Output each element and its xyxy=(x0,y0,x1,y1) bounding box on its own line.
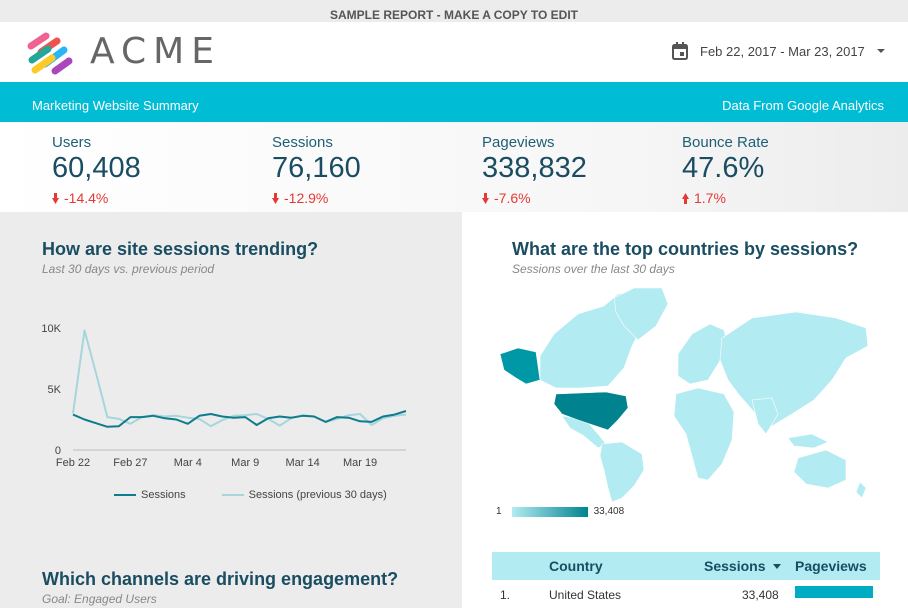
countries-table: Country Sessions Pageviews 1. United Sta… xyxy=(492,552,880,608)
row-sessions: 33,408 xyxy=(742,588,779,602)
header-pageviews[interactable]: Pageviews xyxy=(795,558,867,574)
kpi-change-value: 1.7% xyxy=(694,190,726,206)
y-tick-label: 10K xyxy=(41,323,61,335)
header-country[interactable]: Country xyxy=(549,558,603,574)
legend-swatch-sessions xyxy=(114,494,136,496)
x-tick-label: Mar 19 xyxy=(343,457,377,469)
kpi-label: Sessions xyxy=(272,134,333,151)
arrow-down-icon xyxy=(482,192,489,204)
date-range-text: Feb 22, 2017 - Mar 23, 2017 xyxy=(700,43,865,59)
engagement-title: Which channels are driving engagement? xyxy=(42,569,399,589)
map-region-south-america[interactable] xyxy=(599,441,645,503)
subtitle-bar: Marketing Website Summary Data From Goog… xyxy=(0,82,908,122)
kpi-change-value: -14.4% xyxy=(64,190,109,206)
engagement-subtitle: Goal: Engaged Users xyxy=(42,592,157,606)
kpi-label: Pageviews xyxy=(482,134,555,151)
trend-title: How are site sessions trending? xyxy=(42,239,319,259)
map-region-alaska[interactable] xyxy=(499,347,541,385)
map-region-united-states[interactable] xyxy=(553,391,629,431)
map-region-greenland[interactable] xyxy=(613,287,669,341)
x-tick-label: Mar 9 xyxy=(231,457,259,469)
countries-title: What are the top countries by sessions? xyxy=(512,239,859,259)
sort-down-icon xyxy=(773,564,782,570)
left-panel xyxy=(0,212,462,608)
y-tick-label: 5K xyxy=(48,384,62,396)
map-region-india[interactable] xyxy=(751,397,779,435)
sessions-trend-chart: 0 5K 10K Feb 22 Feb 27 Mar 4 Mar 9 Mar 14 Mar 19 xyxy=(41,323,407,469)
kpi-value: 338,832 xyxy=(482,152,587,184)
x-tick-label: Mar 4 xyxy=(174,457,202,469)
kpi-label: Users xyxy=(52,134,92,151)
x-tick-label: Feb 27 xyxy=(113,457,147,469)
map-region-new-zealand[interactable] xyxy=(855,481,867,499)
kpi-change: -7.6% xyxy=(482,190,531,206)
report-title: Marketing Website Summary xyxy=(32,98,199,113)
kpi-value: 47.6% xyxy=(682,152,765,184)
table-row[interactable]: 1. United States 33,408 xyxy=(492,580,880,608)
brand-name: ACME xyxy=(90,31,221,72)
map-region-africa[interactable] xyxy=(673,387,735,481)
legend-label-previous: Sessions (previous 30 days) xyxy=(248,489,387,501)
series-line-sessions[interactable] xyxy=(72,410,407,428)
legend-swatch-previous xyxy=(221,494,244,496)
legend-label-sessions: Sessions xyxy=(141,489,186,501)
report-header: ACME Feb 22, 2017 - Mar 23, 2017 xyxy=(0,22,908,82)
kpi-change-value: -7.6% xyxy=(494,190,531,206)
series-line-previous[interactable] xyxy=(72,329,407,428)
scale-gradient xyxy=(511,506,588,517)
kpi-change: -14.4% xyxy=(52,190,108,206)
row-country: United States xyxy=(549,588,622,602)
kpi-change: -12.9% xyxy=(272,190,328,206)
countries-subtitle: Sessions over the last 30 days xyxy=(512,262,675,276)
x-tick-label: Feb 22 xyxy=(56,457,90,469)
chevron-down-icon xyxy=(876,49,885,53)
arrow-down-icon xyxy=(52,192,59,204)
kpi-label: Bounce Rate xyxy=(682,134,769,151)
calendar-icon xyxy=(672,42,688,60)
header-sessions[interactable]: Sessions xyxy=(704,558,782,574)
scale-max-label: 33,408 xyxy=(593,506,625,517)
kpi-value: 76,160 xyxy=(272,152,361,184)
kpi-change: 1.7% xyxy=(682,190,726,206)
row-rank: 1. xyxy=(500,588,511,602)
header-sessions-label: Sessions xyxy=(704,558,766,574)
x-tick-label: Mar 14 xyxy=(286,457,320,469)
data-source-label: Data From Google Analytics xyxy=(722,98,884,113)
arrow-down-icon xyxy=(272,192,279,204)
acme-logo-icon xyxy=(27,32,73,75)
arrow-up-icon xyxy=(682,192,689,204)
chart-legend: Sessions Sessions (previous 30 days) xyxy=(114,489,387,501)
y-tick-label: 0 xyxy=(55,445,61,457)
table-header: Country Sessions Pageviews xyxy=(492,552,880,580)
row-pageviews-bar xyxy=(795,586,873,598)
date-range-picker[interactable]: Feb 22, 2017 - Mar 23, 2017 xyxy=(672,39,885,63)
kpi-change-value: -12.9% xyxy=(284,190,329,206)
sample-report-banner: SAMPLE REPORT - MAKE A COPY TO EDIT xyxy=(0,0,908,26)
map-region-indonesia[interactable] xyxy=(787,433,829,449)
kpi-strip: Users 60,408 -14.4% Sessions 76,160 -12.… xyxy=(0,122,908,212)
scale-min-label: 1 xyxy=(496,506,502,517)
map-region-australia[interactable] xyxy=(793,449,847,489)
map-region-asia[interactable] xyxy=(719,311,869,427)
trend-subtitle: Last 30 days vs. previous period xyxy=(42,262,215,276)
map-color-scale: 1 33,408 xyxy=(496,506,624,517)
world-map[interactable] xyxy=(496,284,880,504)
kpi-value: 60,408 xyxy=(52,152,141,184)
